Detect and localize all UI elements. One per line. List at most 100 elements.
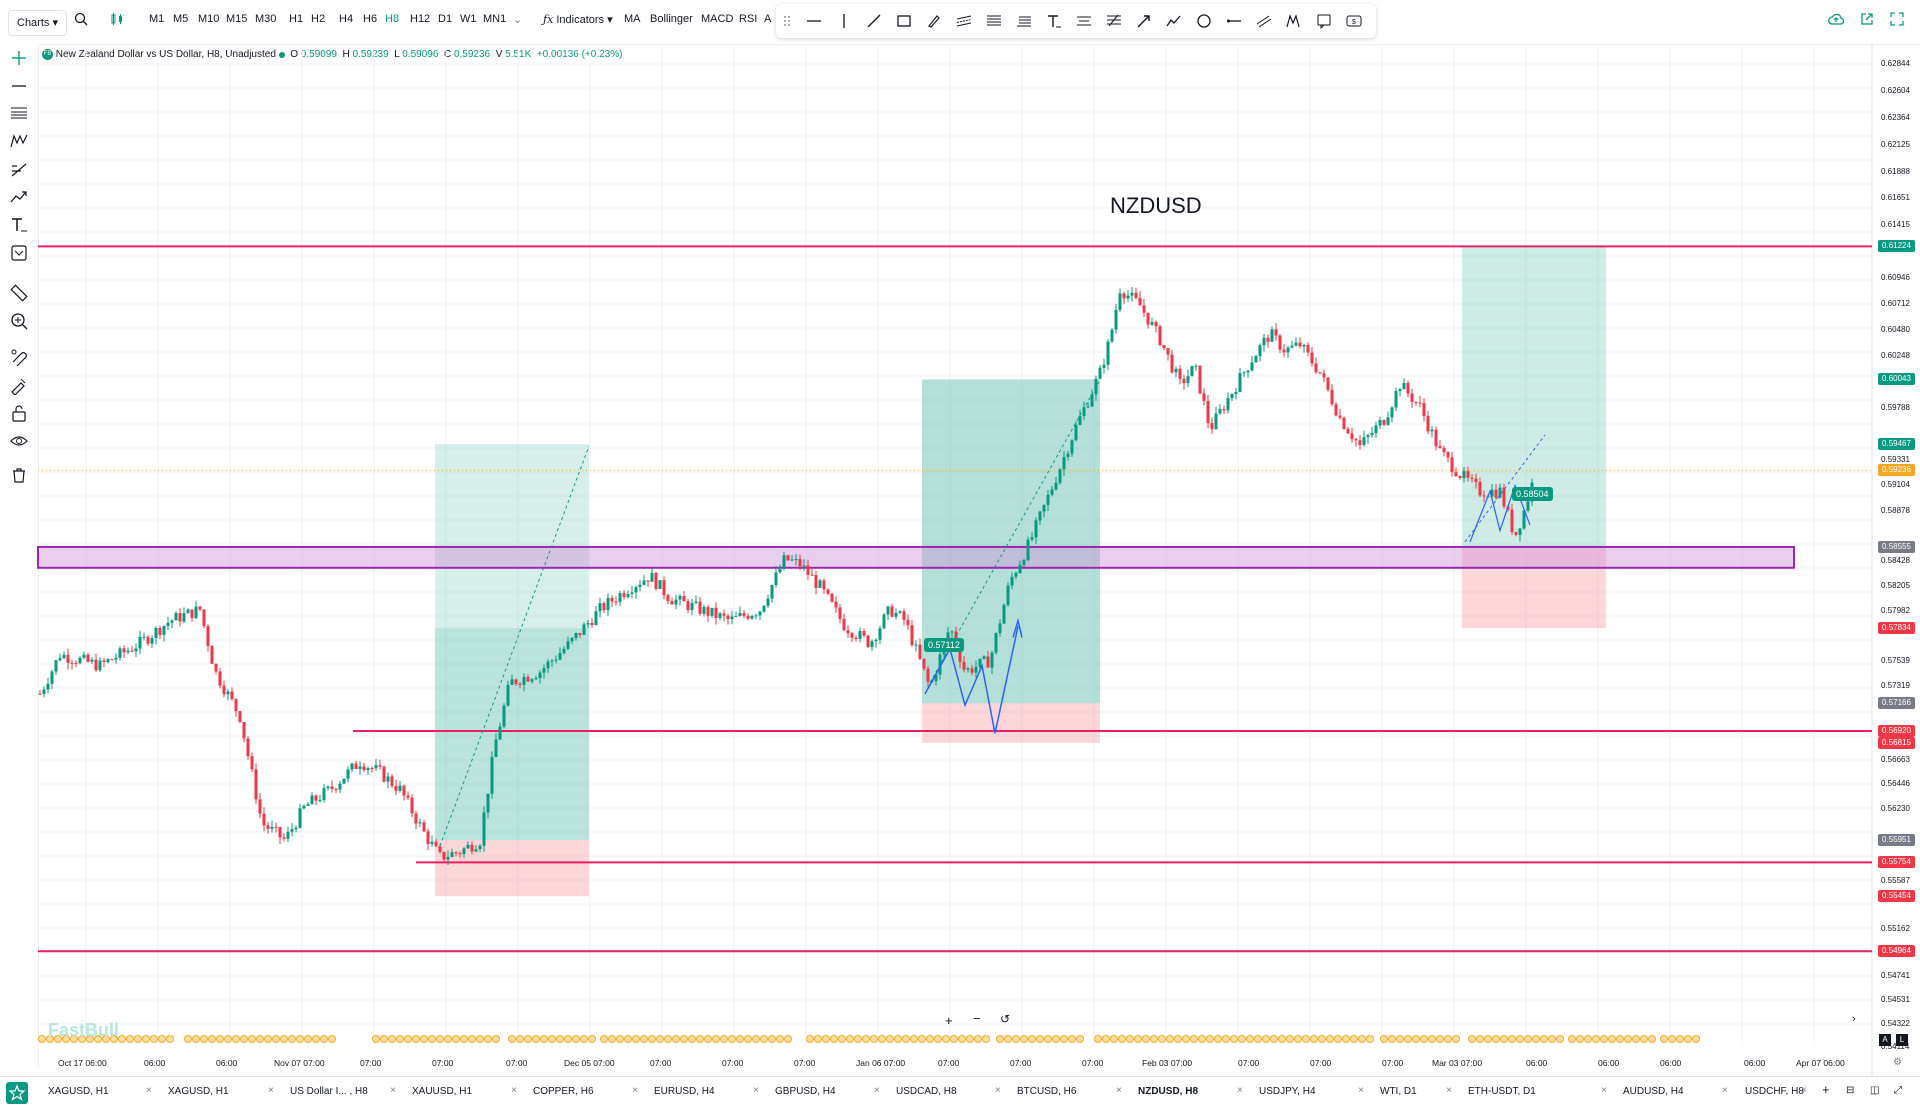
close-tab-icon[interactable]: × [1801, 1085, 1807, 1096]
symbol-tab[interactable]: XAGUSD, H1 [168, 1086, 229, 1097]
symbol-tab[interactable]: ETH-USDT, D1 [1468, 1086, 1536, 1097]
trend-line-icon[interactable] [866, 13, 882, 29]
gann-fan-icon[interactable] [1076, 13, 1092, 29]
timeframe-d1[interactable]: D1 [438, 13, 453, 25]
stay-in-drawing-icon[interactable] [9, 375, 29, 395]
symbol-tab[interactable]: USDCHF, H8 [1745, 1086, 1804, 1097]
columns-icon[interactable]: ◫ [1870, 1085, 1880, 1096]
close-tab-icon[interactable]: × [1446, 1085, 1452, 1096]
timeframe-w1[interactable]: W1 [460, 13, 477, 25]
symbol-tab[interactable]: GBPUSD, H4 [775, 1086, 836, 1097]
close-tab-icon[interactable]: × [146, 1085, 152, 1096]
horizontal-line-icon[interactable] [806, 13, 822, 29]
close-tab-icon[interactable]: × [1116, 1085, 1122, 1096]
crosshair-icon[interactable] [9, 48, 29, 68]
line-tool-icon[interactable] [9, 76, 29, 96]
circle-icon[interactable] [1196, 13, 1212, 29]
symbol-tab[interactable]: XAGUSD, H1 [48, 1086, 109, 1097]
layout-icon[interactable]: ⊟ [1846, 1085, 1855, 1096]
cloud-upload-icon[interactable] [1828, 12, 1845, 29]
double-line-icon[interactable] [1256, 13, 1272, 29]
arrow-icon[interactable] [1136, 13, 1152, 29]
timeframe-m15[interactable]: M15 [226, 13, 248, 25]
close-tab-icon[interactable]: × [390, 1085, 396, 1096]
symbol-tab[interactable]: USDCAD, H8 [896, 1086, 957, 1097]
symbol-tab[interactable]: AUDUSD, H4 [1623, 1086, 1684, 1097]
magnet-icon[interactable] [9, 347, 29, 367]
symbol-tab[interactable]: COPPER, H6 [533, 1086, 594, 1097]
timeframe-m30[interactable]: M30 [255, 13, 277, 25]
timeframe-h12[interactable]: H12 [410, 13, 431, 25]
symbol-tab[interactable]: US Dollar I... , H8 [290, 1086, 368, 1097]
indicator-bollinger[interactable]: Bollinger [650, 13, 693, 25]
close-tab-icon[interactable]: × [874, 1085, 880, 1096]
timeframe-h1[interactable]: H1 [289, 13, 304, 25]
reset-icon[interactable]: ↺ [1000, 1012, 1011, 1026]
close-tab-icon[interactable]: × [511, 1085, 517, 1096]
projection-tool-icon[interactable] [9, 159, 29, 179]
vertical-line-icon[interactable] [836, 13, 852, 29]
fib-retracement-icon[interactable] [986, 13, 1002, 29]
rectangle-icon[interactable] [896, 13, 912, 29]
timeframe-more-icon[interactable]: ⌄ [513, 14, 523, 26]
close-tab-icon[interactable]: × [1722, 1085, 1728, 1096]
brush-icon[interactable] [926, 13, 942, 29]
favorites-star-icon[interactable] [6, 1082, 28, 1104]
symbol-tab[interactable]: WTI, D1 [1380, 1086, 1417, 1097]
timeframe-h8[interactable]: H8 [385, 13, 400, 25]
timeframe-m10[interactable]: M10 [198, 13, 220, 25]
search-icon[interactable] [74, 12, 88, 29]
indicator-macd[interactable]: MACD [701, 13, 734, 25]
drag-handle-icon[interactable] [780, 13, 796, 29]
settings-icon[interactable]: ⚙ [1893, 1057, 1902, 1068]
close-tab-icon[interactable]: × [753, 1085, 759, 1096]
pattern-tool-icon[interactable] [9, 131, 29, 151]
close-tab-icon[interactable]: × [1237, 1085, 1243, 1096]
close-tab-icon[interactable]: × [995, 1085, 1001, 1096]
price-label-icon[interactable]: $ [1346, 13, 1362, 29]
share-icon[interactable] [1860, 12, 1874, 29]
zoom-out-button[interactable]: − [973, 1011, 981, 1026]
timeframe-m1[interactable]: M1 [149, 13, 165, 25]
auto-scale-button[interactable]: A [1879, 1034, 1891, 1046]
horizontal-ray-icon[interactable] [1226, 13, 1242, 29]
brush-tool-icon[interactable] [9, 187, 29, 207]
symbol-tab[interactable]: USDJPY, H4 [1259, 1086, 1316, 1097]
indicator-rsi[interactable]: RSI [739, 13, 758, 25]
fullscreen-icon[interactable] [1890, 12, 1904, 29]
timeframe-h2[interactable]: H2 [311, 13, 326, 25]
timeframe-h4[interactable]: H4 [339, 13, 354, 25]
symbol-tab[interactable]: NZDUSD, H8 [1138, 1086, 1199, 1097]
expand-icon[interactable]: ⤢ [1894, 1085, 1902, 1096]
candle-type-icon[interactable] [110, 12, 124, 29]
fib-channel-icon[interactable] [1016, 13, 1032, 29]
trash-icon[interactable] [9, 465, 29, 485]
indicators-button[interactable]: ƒx Indicators ▾ [543, 13, 613, 26]
ruler-icon[interactable] [9, 283, 29, 303]
pitchfork-icon[interactable] [1106, 13, 1122, 29]
pattern-icon[interactable] [1286, 13, 1302, 29]
indicator-ma[interactable]: MA [624, 13, 641, 25]
log-scale-button[interactable]: L [1896, 1034, 1908, 1046]
text-tool-icon[interactable] [9, 215, 29, 235]
lock-icon[interactable] [9, 403, 29, 423]
close-tab-icon[interactable]: × [1601, 1085, 1607, 1096]
add-tab-icon[interactable]: + [1822, 1082, 1830, 1097]
zoom-in-icon[interactable] [9, 311, 29, 331]
timeframe-m5[interactable]: M5 [173, 13, 189, 25]
scroll-right-icon[interactable]: › [1852, 1013, 1856, 1025]
price-chart[interactable] [0, 44, 1920, 1076]
close-tab-icon[interactable]: × [268, 1085, 274, 1096]
close-tab-icon[interactable]: × [632, 1085, 638, 1096]
parallel-channel-icon[interactable] [956, 13, 972, 29]
shapes-tool-icon[interactable] [9, 243, 29, 263]
symbol-tab[interactable]: EURUSD, H4 [654, 1086, 715, 1097]
symbol-name[interactable]: New Zealand Dollar vs US Dollar, H8, Una… [55, 49, 276, 61]
path-icon[interactable] [1166, 13, 1182, 29]
zoom-in-button[interactable]: + [945, 1013, 953, 1028]
charts-dropdown[interactable]: Charts ▾ [8, 10, 67, 36]
text-icon[interactable] [1046, 13, 1062, 29]
timeframe-mn1[interactable]: MN1 [483, 13, 507, 25]
indicator-a[interactable]: A [764, 13, 772, 25]
timeframe-h6[interactable]: H6 [363, 13, 378, 25]
